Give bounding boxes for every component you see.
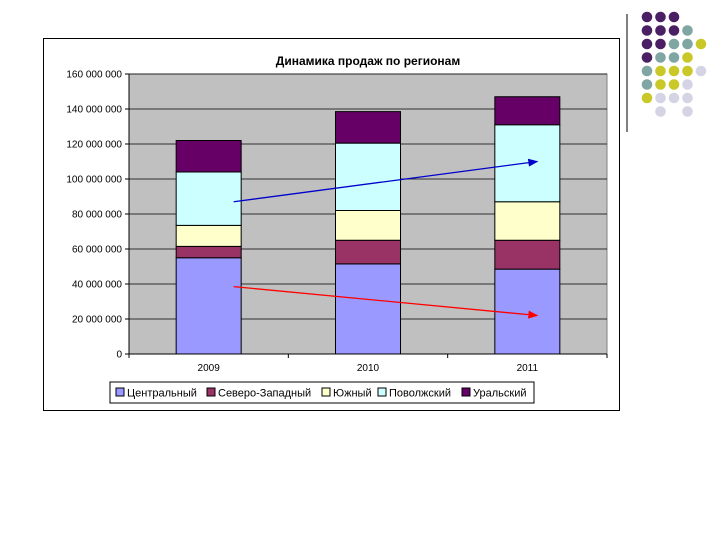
decor-dot: [682, 65, 693, 77]
decor-dot: [682, 52, 693, 63]
decor-dot: [668, 79, 680, 90]
decor-dot: [695, 38, 707, 50]
decor-dot: [682, 106, 693, 117]
decor-dot: [682, 25, 693, 36]
y-tick-label: 160 000 000: [66, 70, 122, 81]
bar-segment: [175, 171, 242, 226]
trend-arrow: [233, 285, 539, 319]
bar-segment: [175, 140, 242, 173]
x-tick-label: 2011: [517, 363, 539, 374]
legend-swatch: [206, 387, 216, 397]
decor-dot: [641, 52, 653, 63]
decor-dot: [668, 52, 680, 63]
y-tick-label: 140 000 000: [66, 105, 122, 116]
y-tick-label: 0: [116, 350, 122, 361]
bar-segment: [335, 111, 401, 144]
legend-label: Уральский: [473, 388, 526, 400]
legend-swatch: [377, 387, 387, 397]
decor-dot: [655, 25, 666, 36]
decor-dot: [668, 25, 680, 36]
bar-segment: [335, 239, 401, 265]
decor-dot: [655, 11, 666, 23]
bar-segment: [494, 268, 561, 355]
chart-frame: Динамика продаж по регионам 0 20 000 000 40…: [43, 38, 620, 411]
decor-dot: [682, 38, 693, 50]
bar-segment: [494, 96, 561, 126]
decor-dot: [695, 65, 707, 77]
decor-dot: [641, 11, 653, 23]
decor-dot: [641, 92, 653, 104]
bar-segment: [335, 142, 401, 211]
bar-segment: [335, 263, 401, 355]
legend-label: Южный: [333, 388, 372, 400]
decor-dot: [655, 79, 666, 90]
decor-dot: [655, 52, 666, 63]
decor-dot: [641, 38, 653, 50]
decor-dot: [655, 92, 666, 104]
bar-segment: [494, 239, 561, 270]
x-tick-label: 2010: [357, 363, 380, 374]
stacked-bar-chart: Динамика продаж по регионам 0 20 000 000 40…: [66, 54, 608, 404]
bar-segment: [175, 224, 242, 247]
bar-segment: [175, 245, 242, 259]
legend: Центральный Северо-Западный Южный Поволжски…: [109, 381, 535, 404]
bar-segment: [335, 210, 401, 241]
y-tick-label: 100 000 000: [66, 175, 122, 186]
decor-dot: [655, 38, 666, 50]
decor-dot: [668, 11, 680, 23]
decor-dot: [641, 79, 653, 90]
decor-dot: [682, 92, 693, 104]
decor-dot: [682, 79, 693, 90]
bar-segment: [175, 257, 242, 355]
legend-label: Северо-Западный: [218, 388, 311, 400]
y-tick-label: 40 000 000: [72, 280, 122, 291]
legend-swatch: [321, 387, 331, 397]
legend-swatch: [461, 387, 471, 397]
y-tick-label: 60 000 000: [72, 245, 122, 256]
y-tick-label: 120 000 000: [66, 140, 122, 151]
decor-dot: [655, 106, 666, 117]
decor-dot: [641, 65, 653, 77]
legend-label: Центральный: [127, 388, 197, 400]
y-tick-label: 20 000 000: [72, 315, 122, 326]
decor-dot: [655, 65, 666, 77]
decor-dot: [668, 65, 680, 77]
chart-title: Динамика продаж по регионам: [276, 54, 461, 68]
y-tick-label: 80 000 000: [72, 210, 122, 221]
x-tick-label: 2009: [198, 363, 221, 374]
legend-swatch: [115, 387, 125, 397]
decor-dot: [641, 25, 653, 36]
legend-label: Поволжский: [389, 388, 451, 400]
decor-dot: [668, 38, 680, 50]
bar-segment: [494, 201, 561, 241]
trend-arrow: [233, 158, 539, 203]
decor-dot: [668, 92, 680, 104]
